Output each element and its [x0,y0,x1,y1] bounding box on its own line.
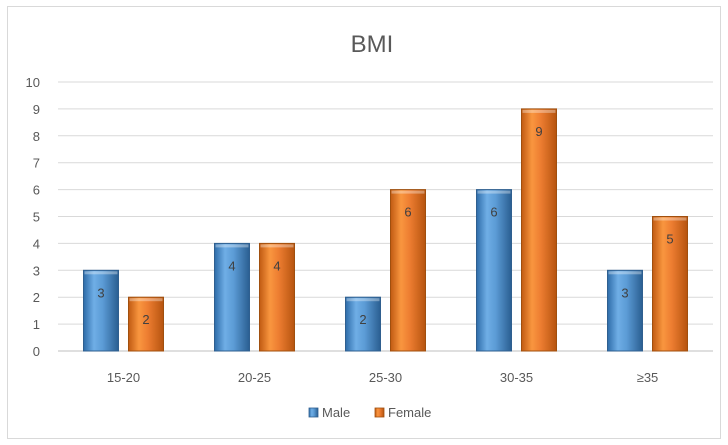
chart-frame [7,6,721,439]
data-label: 2 [359,312,366,327]
data-label: 3 [621,285,628,300]
bar-highlight [215,244,249,248]
y-tick-label: 6 [33,183,40,198]
y-tick-label: 1 [33,317,40,332]
bar-highlight [391,190,425,194]
data-label: 4 [228,258,235,273]
bar-highlight [346,298,380,302]
gridlines [58,81,713,352]
chart-title: BMI [351,31,394,58]
bar-highlight [260,244,294,248]
legend-swatch-female [374,407,385,418]
bar-female [652,216,688,352]
bar-male [345,296,381,352]
bar-male [607,269,643,352]
bar-male [476,189,512,352]
bar-highlight [84,271,118,275]
y-tick-label: 4 [33,236,40,251]
x-axis-ticks: 15-20 20-25 25-30 30-35 ≥35 [107,370,658,385]
y-tick-label: 10 [26,75,40,90]
legend: Male Female [308,405,431,420]
data-label: 3 [97,285,104,300]
bar-male [214,242,250,352]
x-tick-label: 20-25 [238,370,271,385]
y-tick-label: 9 [33,102,40,117]
bar-male [83,269,119,352]
bar-female [390,189,426,352]
y-tick-label: 7 [33,156,40,171]
legend-swatch-male [308,407,319,418]
y-tick-label: 8 [33,129,40,144]
y-tick-label: 2 [33,290,40,305]
bar-highlight [477,190,511,194]
x-tick-label: 25-30 [369,370,402,385]
data-label: 5 [666,232,673,247]
bar-highlight [653,217,687,221]
x-tick-label: 30-35 [500,370,533,385]
x-tick-label: 15-20 [107,370,140,385]
bar-female [259,242,295,352]
bar-highlight [522,109,556,113]
legend-label-female: Female [388,405,431,420]
bar-highlight [608,271,642,275]
data-label: 9 [535,124,542,139]
legend-label-male: Male [322,405,350,420]
y-tick-label: 0 [33,344,40,359]
data-label: 4 [273,258,280,273]
bar-female [128,296,164,352]
data-label: 2 [142,312,149,327]
data-label: 6 [404,205,411,220]
y-tick-label: 3 [33,263,40,278]
y-axis-ticks: 0 1 2 3 4 5 6 7 8 9 10 [26,75,40,359]
data-label: 6 [490,205,497,220]
bar-female [521,108,557,352]
x-tick-label: ≥35 [637,370,659,385]
y-tick-label: 5 [33,210,40,225]
bar-highlight [129,298,163,302]
bars: 3 2 4 4 2 6 6 9 3 5 [83,108,688,352]
